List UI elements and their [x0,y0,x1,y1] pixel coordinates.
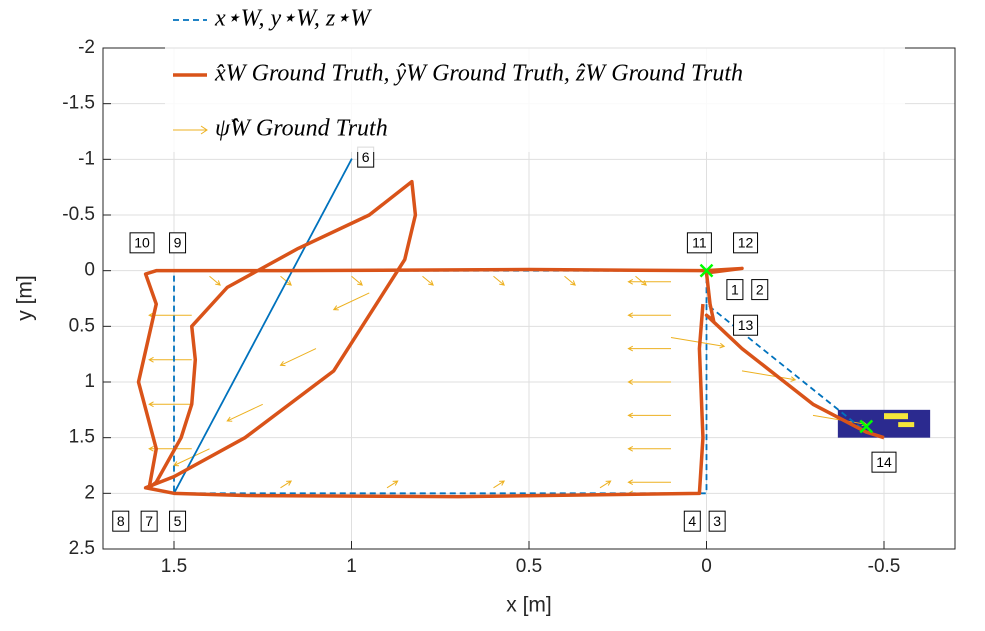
inset-feature [884,413,908,420]
annotation-label: 14 [876,454,892,470]
yaw-arrow [627,445,671,452]
yaw-arrow [280,275,292,286]
annotation-box [751,279,769,301]
x-axis-label: x [m] [506,594,552,617]
annotation-label: 6 [362,149,370,165]
annotation-label: 7 [145,513,153,529]
yaw-arrow [670,336,726,349]
annotation-label: 8 [117,513,125,529]
annotation-box [733,314,759,336]
yaw-arrow [627,412,671,419]
annotation-box [140,510,158,532]
annotation-label: 9 [174,235,182,251]
yaw-arrow [422,275,434,286]
legend-bg [165,2,905,152]
yaw-arrow [741,370,797,382]
yaw-arrow [226,403,263,422]
y-tick-label: -1.5 [62,93,95,114]
y-tick-label: -2 [78,37,95,58]
annotation-label: 1 [731,281,739,297]
yaw-arrow [280,480,293,489]
annotation-label: 13 [738,317,754,333]
y-tick-label: 2 [84,482,95,503]
annotation-label: 4 [688,513,696,529]
yaw-arrow [599,480,612,489]
yaw-arrow [173,448,210,467]
yaw-arrow [627,479,671,486]
trajectory-line [136,179,885,499]
x-tick-label: -0.5 [868,556,901,577]
yaw-arrow [627,312,671,319]
annotation-box [169,510,187,532]
marker [859,419,874,434]
inset-feature [898,422,915,428]
annotation-label: 2 [756,281,764,297]
yaw-arrow [627,345,671,352]
yaw-arrow [209,275,221,286]
annotation-box [169,232,187,254]
yaw-arrow [332,292,370,311]
yaw-arrow [627,379,671,385]
yaw-arrow [279,348,317,367]
annotation-label: 12 [738,235,754,251]
marker [699,263,714,278]
annotation-box [683,510,701,532]
y-tick-label: 1 [84,371,95,392]
legend-symbol [173,125,208,135]
annotation-box [686,232,712,254]
annotation-label: 11 [692,235,707,251]
yaw-arrow [493,275,505,286]
annotation-label: 5 [174,513,182,529]
annotation-box [708,510,726,532]
x-tick-label: 0.5 [516,556,542,577]
x-tick-label: 1 [346,556,357,577]
yaw-arrow [351,275,363,286]
yaw-arrow [627,278,671,285]
annotation-box [726,279,744,301]
y-tick-label: 2.5 [69,538,95,559]
y-tick-label: 1.5 [69,427,95,448]
legend-label: x̂W Ground Truth, ŷW Ground Truth, ẑW Gr… [214,61,743,87]
legend-label: x⋆W, y⋆W, z⋆W [214,6,372,32]
yaw-arrow [493,480,506,489]
x-tick-label: 0 [701,556,712,577]
annotation-box [112,510,130,532]
legend-label: ψ̂W Ground Truth [215,116,388,142]
annotation-box [871,451,897,473]
yaw-arrow [148,356,192,363]
annotation-box [129,232,155,254]
y-axis-label: y [m] [14,275,37,321]
yaw-arrow [564,275,576,286]
y-tick-label: 0.5 [69,315,95,336]
y-tick-label: -1 [78,148,95,169]
yaw-arrow [148,401,192,408]
y-tick-label: 0 [84,260,95,281]
yaw-arrow [386,480,399,489]
annotation-box [733,232,759,254]
x-tick-label: 1.5 [161,556,187,577]
annotation-label: 3 [713,513,721,529]
annotation-label: 10 [134,235,150,251]
y-tick-label: -0.5 [62,204,95,225]
